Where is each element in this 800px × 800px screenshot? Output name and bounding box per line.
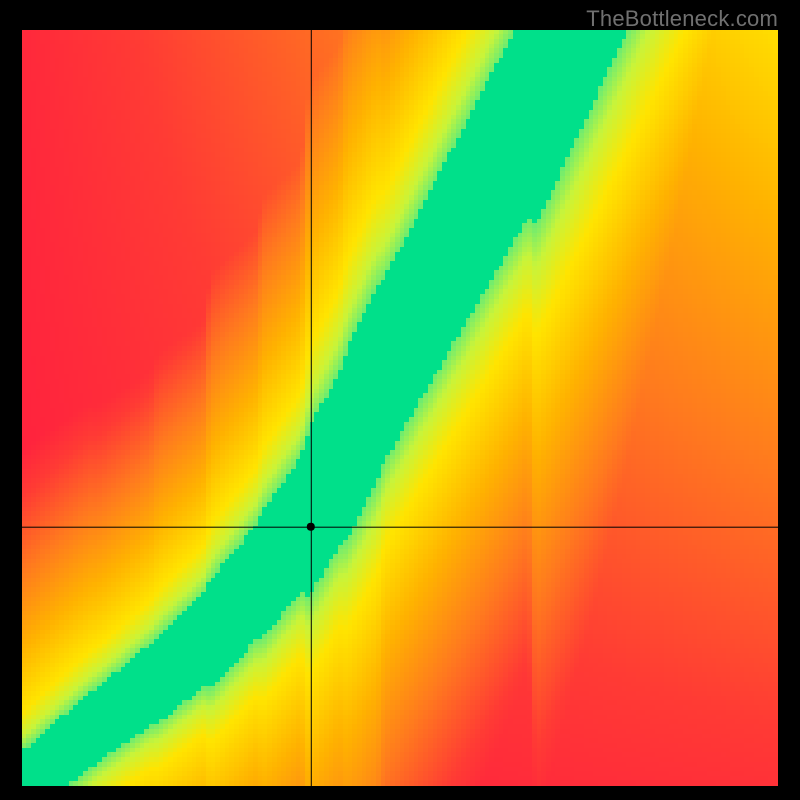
bottleneck-heatmap <box>22 30 778 786</box>
watermark-text: TheBottleneck.com <box>586 6 778 32</box>
